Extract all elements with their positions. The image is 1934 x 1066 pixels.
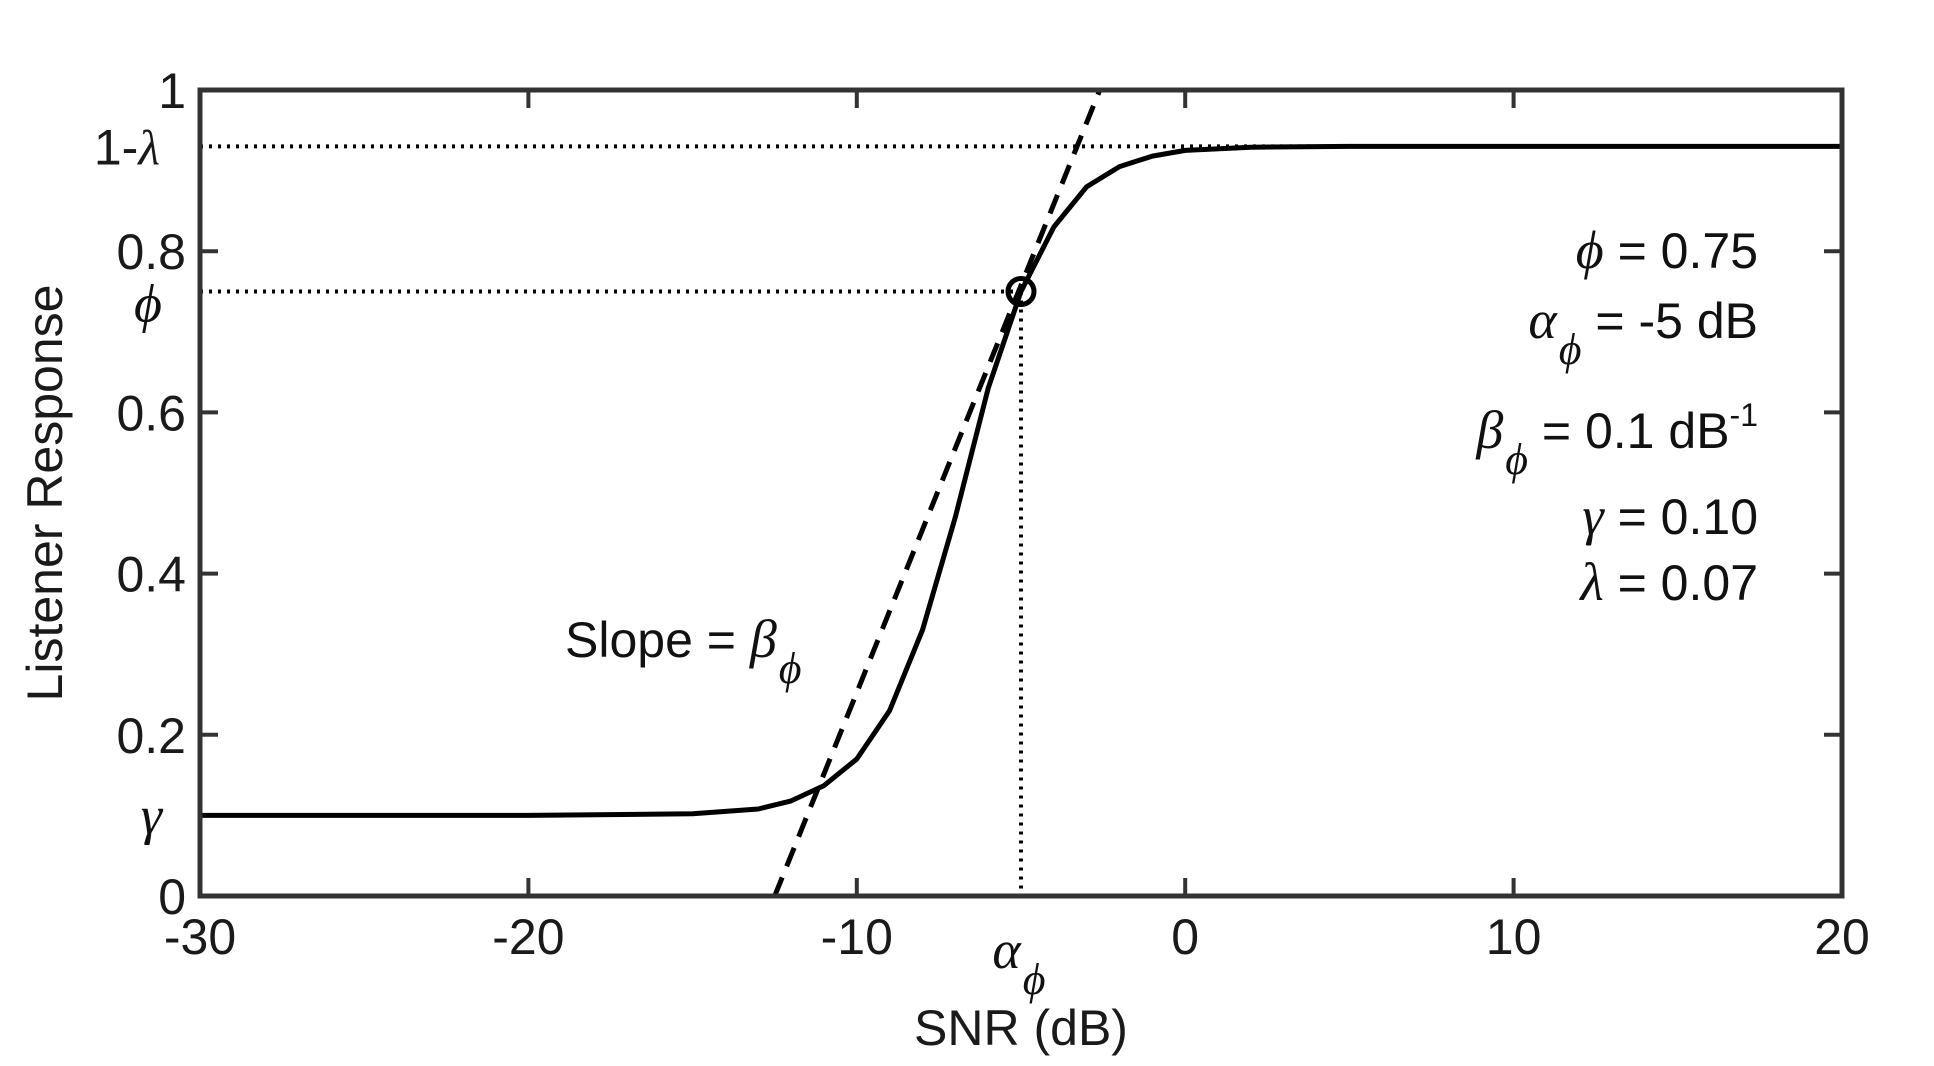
y-tick-label: 0.8 <box>116 224 186 280</box>
legend-alpha: αϕ = -5 dB <box>1528 290 1758 374</box>
slope-tangent-line <box>772 89 1103 897</box>
phi-axis-label: ϕ <box>134 274 162 334</box>
parameter-legend: ϕ = 0.75 αϕ = -5 dB βϕ = 0.1 dB-1 γ = 0.… <box>1475 220 1758 612</box>
legend-phi: ϕ = 0.75 <box>1576 220 1758 280</box>
axis-ticks <box>198 88 1844 898</box>
x-tick-label: -20 <box>492 909 564 965</box>
gamma-axis-label: γ <box>141 785 164 845</box>
x-tick-label: -10 <box>821 909 893 965</box>
x-tick-label: -30 <box>164 909 236 965</box>
series-group <box>200 89 1842 897</box>
legend-beta: βϕ = 0.1 dB-1 <box>1475 397 1758 484</box>
y-tick-label: 0 <box>158 869 186 925</box>
psychometric-curve <box>200 143 1842 818</box>
alpha-axis-label: αϕ <box>992 920 1045 1004</box>
axes-box <box>197 87 1845 899</box>
slope-annotation: Slope = βϕ <box>565 609 802 693</box>
legend-lambda: λ = 0.07 <box>1578 552 1758 612</box>
threshold-marker <box>1005 276 1037 307</box>
y-tick-label: 0.4 <box>116 547 186 603</box>
y-tick-label: 1 <box>158 63 186 119</box>
x-tick-label: 0 <box>1171 909 1199 965</box>
y-tick-label: 0.6 <box>116 385 186 441</box>
y-tick-label: 0.2 <box>116 708 186 764</box>
upper-asymptote-label: 1-λ <box>94 119 160 175</box>
tick-labels: -30 -20 -10 0 10 20 0 0.2 0.4 0.6 0.8 1 <box>116 63 1869 965</box>
y-axis-title: Listener Response <box>17 285 73 702</box>
x-tick-label: 10 <box>1486 909 1542 965</box>
legend-gamma: γ = 0.10 <box>1582 486 1758 546</box>
x-tick-label: 20 <box>1814 909 1870 965</box>
x-axis-title: SNR (dB) <box>914 1000 1128 1056</box>
